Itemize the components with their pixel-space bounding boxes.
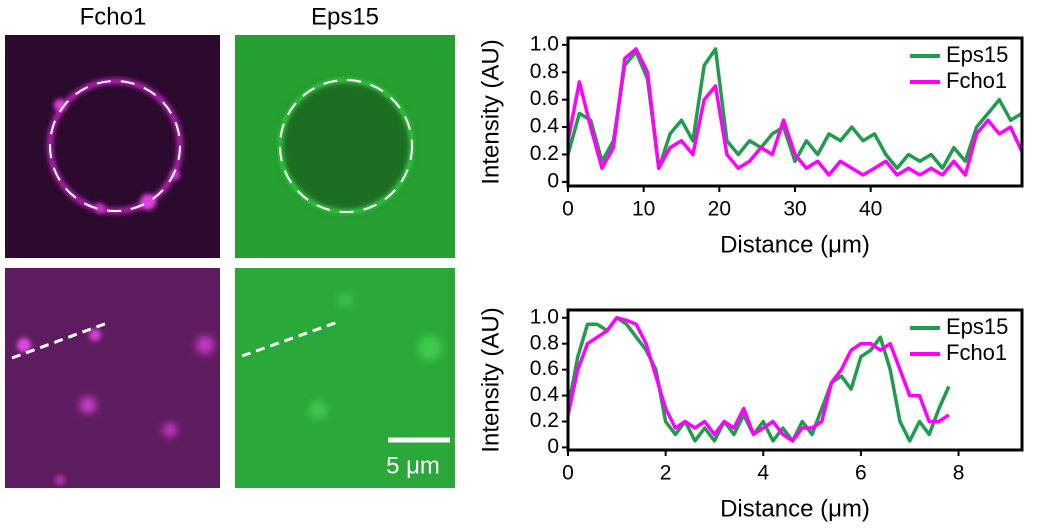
x-tick-label: 6 [855, 462, 867, 485]
x-axis-label: Distance (μm) [720, 231, 870, 258]
y-tick-label: 1.0 [530, 32, 559, 55]
legend-label: Fcho1 [946, 68, 1007, 93]
micrograph [235, 268, 455, 488]
legend-label: Fcho1 [946, 340, 1007, 365]
y-tick-label: 0 [547, 435, 559, 458]
y-tick-label: 0.2 [530, 142, 559, 165]
x-tick-label: 30 [783, 198, 806, 221]
legend-label: Eps15 [946, 314, 1008, 339]
plot-frame [566, 308, 1024, 452]
x-tick-label: 40 [859, 198, 882, 221]
micrograph [5, 268, 220, 488]
x-tick-label: 10 [632, 198, 655, 221]
data-line [566, 316, 950, 443]
y-tick-label: 0.8 [530, 60, 559, 83]
x-tick-label: 2 [660, 462, 672, 485]
data-line [566, 316, 951, 443]
legend-label: Eps15 [946, 42, 1008, 67]
y-tick-label: 0.4 [530, 383, 560, 406]
column-label: Eps15 [311, 3, 379, 30]
micrograph [5, 35, 220, 258]
y-tick-label: 0 [547, 169, 559, 192]
y-tick-label: 0.4 [530, 115, 560, 138]
data-line [566, 47, 1024, 177]
y-axis-label: Intensity (AU) [477, 39, 504, 184]
x-tick-label: 20 [708, 198, 731, 221]
y-tick-label: 0.8 [530, 331, 559, 354]
micrograph [235, 35, 455, 258]
y-tick-label: 0.6 [530, 87, 559, 110]
y-axis-label: Intensity (AU) [477, 307, 504, 452]
x-tick-label: 0 [562, 462, 574, 485]
column-label: Fcho1 [80, 3, 147, 30]
x-tick-label: 0 [562, 198, 574, 221]
x-tick-label: 8 [953, 462, 965, 485]
data-line [566, 47, 1023, 170]
x-tick-label: 4 [757, 462, 769, 485]
plot-frame [566, 36, 1024, 188]
y-tick-label: 0.6 [530, 357, 559, 380]
x-axis-label: Distance (μm) [720, 495, 870, 522]
scale-bar-label: 5 μm [386, 452, 440, 479]
y-tick-label: 1.0 [530, 305, 559, 328]
y-tick-label: 0.2 [530, 409, 559, 432]
